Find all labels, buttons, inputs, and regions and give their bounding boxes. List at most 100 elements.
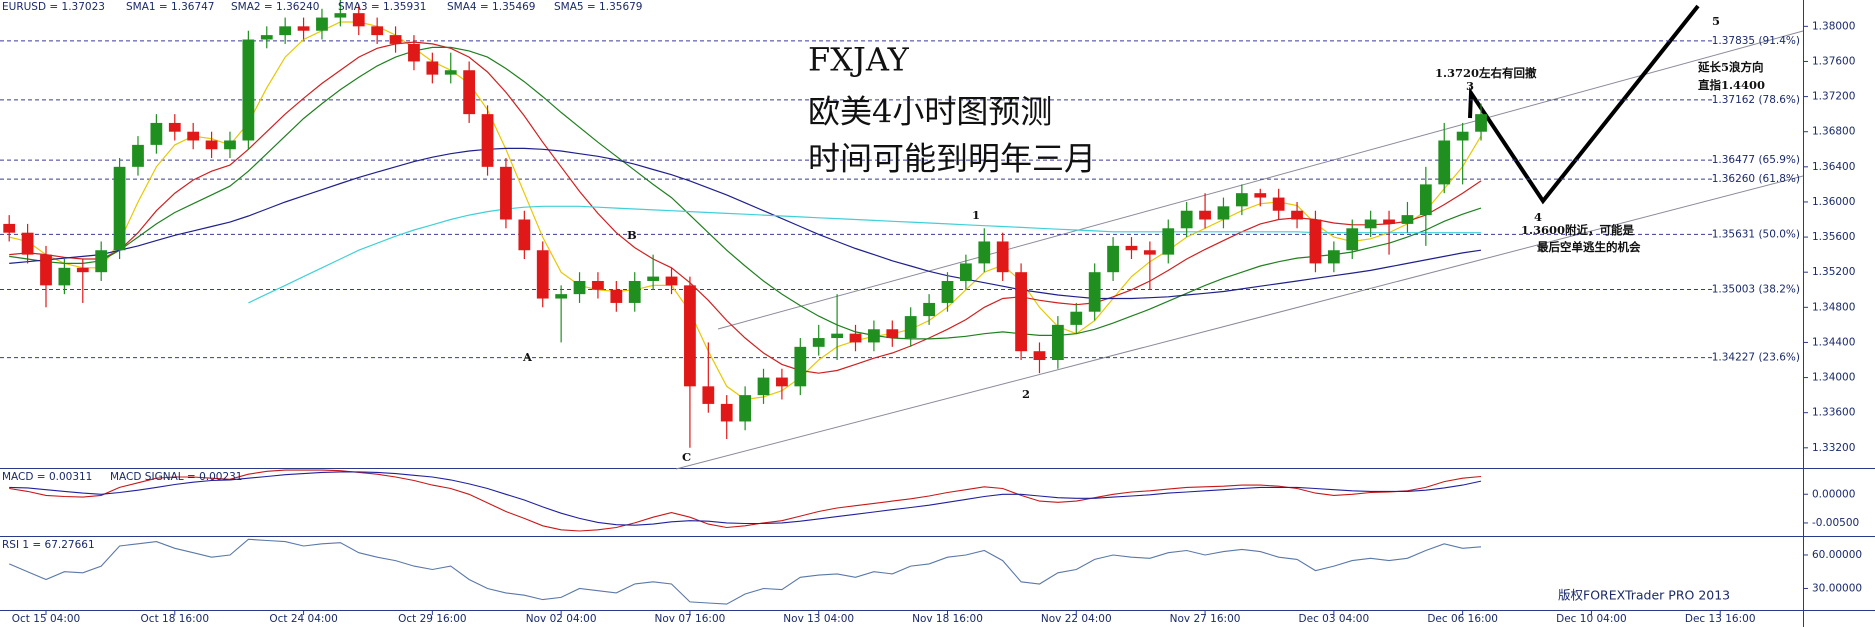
fib-label: 1.35003 (38.2%) — [1712, 283, 1800, 295]
candle-body — [610, 289, 623, 303]
x-tick-label: Nov 18 16:00 — [912, 613, 983, 625]
candle-body — [702, 386, 715, 404]
legend-label: SMA5 = 1.35679 — [554, 1, 642, 13]
candle-body — [684, 285, 696, 387]
candle-body — [1051, 324, 1064, 360]
candle-body — [1235, 193, 1248, 207]
annotation: 1.3720左右有回撤 — [1435, 66, 1537, 80]
x-tick-label: Oct 29 16:00 — [398, 613, 466, 625]
rsi-label: RSI 1 = 67.27661 — [2, 539, 95, 551]
candle-body — [555, 294, 568, 299]
annotation: 时间可能到明年三月 — [808, 140, 1096, 178]
candle-body — [132, 144, 144, 167]
fib-label: 1.37835 (91.4%) — [1712, 35, 1800, 47]
candle-body — [1401, 215, 1414, 224]
annotation: FXJAY — [808, 41, 910, 79]
candle-body — [1015, 272, 1027, 352]
macd-label: MACD SIGNAL = 0.00231 — [110, 471, 243, 483]
annotation: 直指1.4400 — [1698, 78, 1765, 92]
candle-body — [1272, 197, 1285, 211]
candle-body — [923, 302, 935, 317]
candle-body — [426, 61, 439, 75]
legend-label: SMA1 = 1.36747 — [126, 1, 214, 13]
candle-body — [1107, 245, 1119, 273]
candle-body — [113, 166, 126, 251]
legend-label: SMA2 = 1.36240 — [231, 1, 319, 13]
fib-label: 1.36260 (61.8%) — [1712, 173, 1800, 185]
x-tick-label: Nov 22 04:00 — [1041, 613, 1112, 625]
candle-body — [1033, 351, 1046, 360]
y-tick-label: 1.38000 — [1812, 20, 1855, 32]
candle-body — [3, 223, 16, 233]
candle-body — [1364, 219, 1377, 229]
candle-body — [1456, 131, 1469, 141]
candle-body — [518, 219, 531, 251]
fib-label: 1.35631 (50.0%) — [1712, 228, 1800, 240]
y-tick-label: 1.33600 — [1812, 407, 1855, 419]
candle-body — [776, 377, 788, 387]
x-tick-label: Nov 13 04:00 — [783, 613, 854, 625]
candle-body — [592, 280, 604, 290]
annotation: 延长5浪方向 — [1697, 60, 1764, 74]
sma-line — [9, 46, 1482, 340]
candle-body — [573, 280, 586, 295]
candle-body — [21, 232, 34, 255]
y-tick-label: 1.34400 — [1812, 336, 1855, 348]
candle-body — [1217, 206, 1230, 220]
candle-body — [279, 26, 292, 36]
legend-label: SMA3 = 1.35931 — [338, 1, 426, 13]
candle-body — [720, 403, 733, 422]
candle-body — [849, 333, 862, 343]
candle-body — [1419, 184, 1432, 216]
x-tick-label: Nov 07 16:00 — [655, 613, 726, 625]
annotation: 最后空单逃生的机会 — [1537, 240, 1641, 254]
channel-upper — [717, 30, 1804, 330]
candle-body — [960, 263, 972, 281]
candle-body — [628, 280, 641, 303]
candle-body — [868, 329, 880, 343]
candle-body — [1291, 210, 1303, 220]
candle-body — [739, 395, 752, 422]
candle-body — [1088, 272, 1101, 312]
candle-body — [316, 17, 328, 31]
candle-body — [76, 267, 89, 273]
candle-body — [352, 13, 365, 27]
candle-body — [389, 35, 402, 44]
candle-body — [1125, 245, 1138, 251]
candle-body — [1199, 210, 1211, 220]
candle-body — [1180, 210, 1193, 229]
x-tick-label: Oct 24 04:00 — [269, 613, 337, 625]
candle-body — [1309, 219, 1322, 264]
x-tick-label: Oct 15 04:00 — [12, 613, 80, 625]
x-tick-label: Dec 10 04:00 — [1556, 613, 1627, 625]
y-tick-label: 1.37600 — [1812, 55, 1855, 67]
annotation: 5 — [1712, 14, 1720, 28]
forecast-path — [1468, 4, 1700, 205]
candle-body — [1070, 311, 1083, 325]
candle-body — [224, 140, 236, 150]
candle-body — [1438, 140, 1451, 185]
x-tick-label: Oct 18 16:00 — [141, 613, 209, 625]
annotation: 1 — [972, 208, 980, 222]
legend-label: SMA4 = 1.35469 — [447, 1, 535, 13]
candle-body — [794, 346, 807, 387]
x-tick-label: Dec 03 04:00 — [1299, 613, 1370, 625]
candle-body — [665, 276, 678, 286]
candle-body — [168, 122, 181, 132]
channel-lower — [675, 175, 1804, 470]
fib-label: 1.36477 (65.9%) — [1712, 154, 1800, 166]
candle-body — [463, 70, 476, 115]
y-tick-label: 0.00000 — [1812, 488, 1855, 500]
annotation: C — [682, 450, 691, 464]
x-tick-label: Dec 06 16:00 — [1427, 613, 1498, 625]
candle-body — [150, 122, 163, 145]
candle-body — [444, 70, 457, 75]
y-tick-label: -0.00500 — [1812, 517, 1859, 529]
candle-body — [1254, 193, 1267, 198]
annotation: 4 — [1534, 210, 1542, 224]
y-tick-label: 1.36000 — [1812, 196, 1855, 208]
candle-body — [187, 131, 200, 141]
